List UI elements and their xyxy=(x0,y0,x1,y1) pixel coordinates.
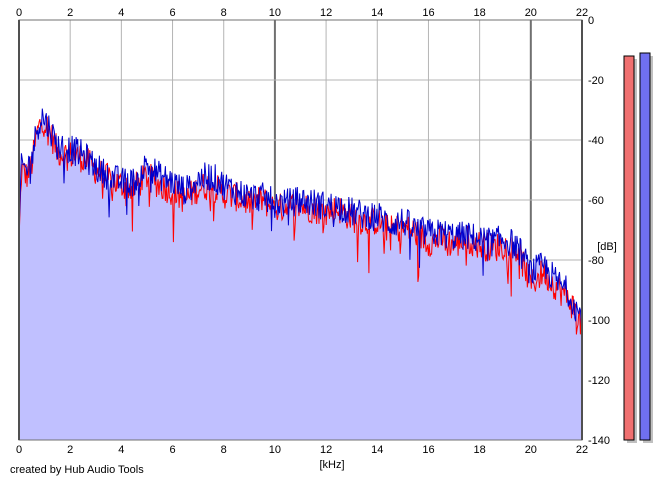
level-meter-bar xyxy=(623,55,635,441)
level-meters xyxy=(623,52,653,443)
x-tick-label-top: 6 xyxy=(169,7,175,19)
level-meter-bar xyxy=(639,52,651,441)
y-tick-label: -80 xyxy=(588,255,604,267)
x-tick-label-bottom: 4 xyxy=(118,444,124,456)
plot-frame xyxy=(18,19,583,441)
x-tick-label-top: 20 xyxy=(525,7,537,19)
spectrum-fill xyxy=(19,108,582,440)
x-tick-labels-bottom: 0 2 4 6 8 10 12 14 16 18 20 22 xyxy=(16,444,588,456)
x-tick-label-bottom: 16 xyxy=(422,444,434,456)
x-tick-label-top: 8 xyxy=(221,7,227,19)
x-tick-label-top: 2 xyxy=(67,7,73,19)
y-tick-label: -60 xyxy=(588,195,604,207)
x-tick-label-top: 10 xyxy=(269,7,281,19)
x-tick-label-top: 14 xyxy=(371,7,383,19)
y-tick-label: -140 xyxy=(588,435,610,447)
y-tick-label: -40 xyxy=(588,135,604,147)
y-tick-label: -20 xyxy=(588,75,604,87)
x-tick-label-bottom: 14 xyxy=(371,444,383,456)
spectrum-area xyxy=(19,108,582,440)
y-tick-label: 0 xyxy=(588,15,594,27)
y-axis-label: [dB] xyxy=(597,241,617,253)
x-tick-label-top: 22 xyxy=(576,7,588,19)
x-tick-label-bottom: 12 xyxy=(320,444,332,456)
y-tick-label: -100 xyxy=(588,315,610,327)
x-tick-label-bottom: 20 xyxy=(525,444,537,456)
x-tick-labels-top: 0 2 4 6 8 10 12 14 16 18 20 22 xyxy=(16,7,588,19)
x-tick-label-top: 4 xyxy=(118,7,124,19)
credit-text: created by Hub Audio Tools xyxy=(10,464,144,476)
x-tick-label-bottom: 22 xyxy=(576,444,588,456)
x-tick-label-bottom: 18 xyxy=(474,444,486,456)
y-tick-label: -120 xyxy=(588,375,610,387)
x-tick-label-bottom: 6 xyxy=(169,444,175,456)
x-tick-label-top: 18 xyxy=(474,7,486,19)
series-layer xyxy=(18,108,583,335)
y-tick-labels: 0 -20 -40 -60 -80 -100 -120 -140 xyxy=(588,15,610,447)
x-tick-label-top: 16 xyxy=(422,7,434,19)
x-tick-label-bottom: 8 xyxy=(221,444,227,456)
x-tick-label-bottom: 2 xyxy=(67,444,73,456)
series-line-1 xyxy=(18,108,583,335)
x-tick-label-top: 0 xyxy=(16,7,22,19)
x-axis-label: [kHz] xyxy=(319,459,344,471)
x-tick-label-bottom: 0 xyxy=(16,444,22,456)
x-tick-label-bottom: 10 xyxy=(269,444,281,456)
x-tick-label-top: 12 xyxy=(320,7,332,19)
